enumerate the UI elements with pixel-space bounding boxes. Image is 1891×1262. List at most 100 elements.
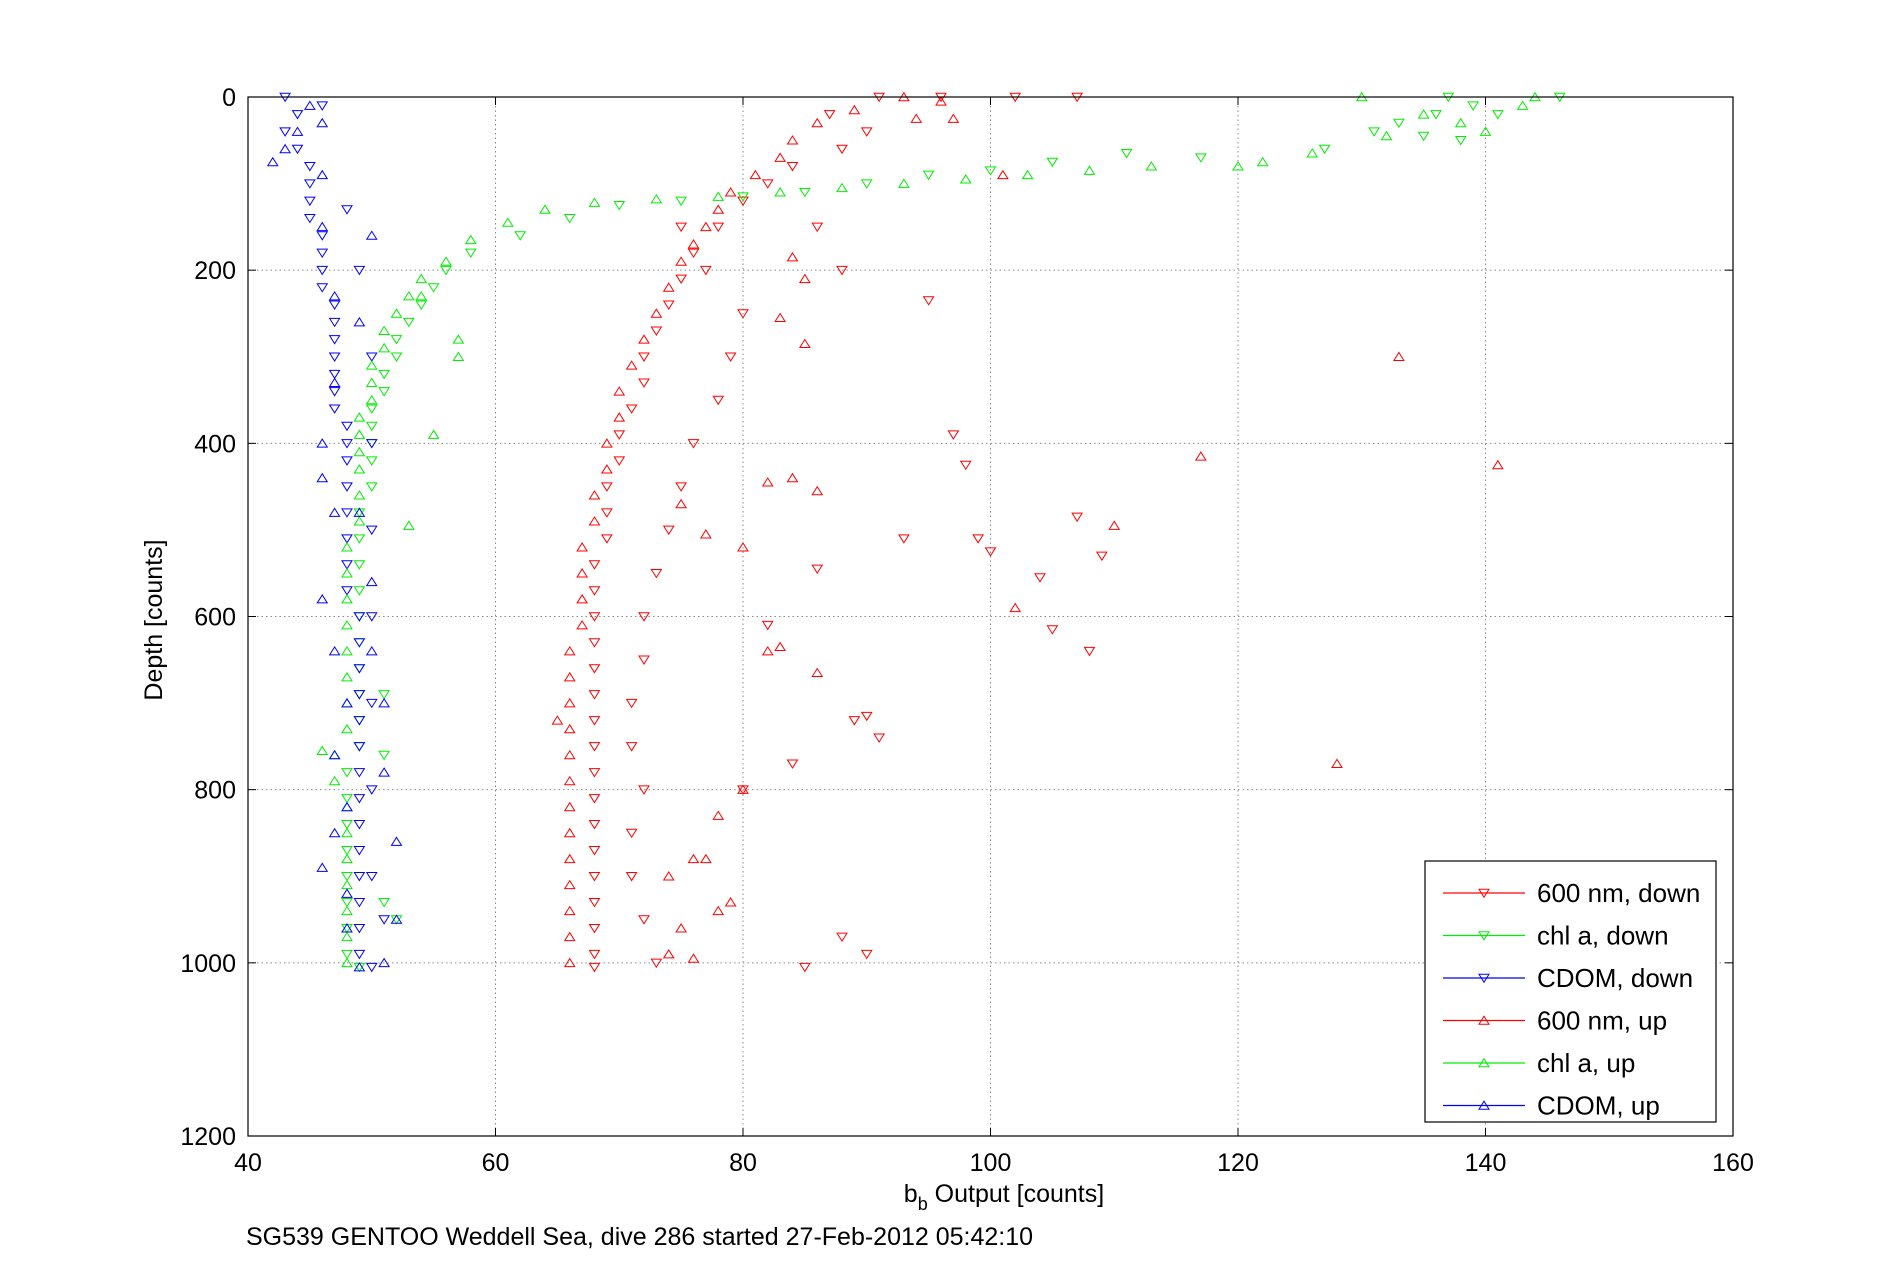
data-point bbox=[811, 667, 824, 678]
data-point bbox=[316, 101, 329, 111]
data-point bbox=[563, 879, 576, 890]
data-point bbox=[1479, 126, 1492, 136]
data-point bbox=[600, 482, 613, 492]
data-point bbox=[353, 716, 366, 726]
data-point bbox=[1430, 110, 1442, 120]
data-point bbox=[341, 820, 353, 830]
x-tick-label: 120 bbox=[1217, 1149, 1259, 1177]
data-point bbox=[588, 872, 601, 882]
data-point bbox=[662, 282, 675, 292]
data-point bbox=[378, 957, 391, 968]
data-point bbox=[737, 542, 749, 552]
data-point bbox=[1392, 118, 1405, 129]
data-point bbox=[341, 723, 353, 734]
data-points bbox=[266, 91, 1566, 973]
data-point bbox=[873, 733, 886, 743]
data-point bbox=[316, 248, 329, 259]
data-point bbox=[588, 664, 601, 674]
data-point bbox=[786, 162, 799, 172]
data-point bbox=[563, 723, 576, 734]
y-axis-label: Depth [counts] bbox=[140, 539, 168, 700]
data-point bbox=[860, 711, 873, 722]
data-point bbox=[638, 378, 650, 388]
data-point bbox=[353, 923, 366, 934]
data-point bbox=[291, 110, 304, 120]
data-point bbox=[353, 961, 366, 972]
data-point bbox=[860, 179, 873, 189]
data-point bbox=[328, 775, 341, 786]
data-point bbox=[1071, 512, 1084, 523]
data-point bbox=[563, 853, 576, 864]
data-point bbox=[613, 412, 626, 422]
data-point bbox=[341, 827, 353, 838]
data-point bbox=[353, 794, 366, 804]
data-point bbox=[341, 923, 353, 933]
data-point bbox=[353, 612, 366, 622]
data-point bbox=[687, 953, 700, 963]
x-tick-label: 80 bbox=[729, 1149, 757, 1177]
data-point bbox=[588, 923, 601, 934]
data-point bbox=[613, 200, 626, 211]
data-point bbox=[316, 593, 329, 604]
data-point bbox=[576, 568, 589, 578]
data-point bbox=[341, 534, 353, 544]
data-point bbox=[353, 664, 366, 674]
data-point bbox=[600, 464, 613, 474]
data-point bbox=[563, 801, 576, 812]
data-point bbox=[935, 96, 947, 106]
data-point bbox=[1331, 758, 1343, 768]
data-point bbox=[291, 126, 304, 136]
data-point bbox=[303, 162, 316, 172]
data-point bbox=[316, 472, 329, 483]
data-point bbox=[464, 234, 477, 245]
data-point bbox=[341, 697, 353, 708]
data-point bbox=[798, 338, 811, 349]
data-point bbox=[328, 377, 341, 387]
x-tick-label: 140 bbox=[1465, 1149, 1507, 1177]
data-point bbox=[365, 962, 378, 973]
data-point bbox=[341, 205, 353, 215]
data-point bbox=[1516, 100, 1529, 110]
data-point bbox=[662, 871, 675, 881]
data-point bbox=[378, 915, 391, 925]
data-point bbox=[848, 104, 861, 115]
data-point bbox=[341, 619, 353, 630]
data-point bbox=[699, 221, 712, 232]
data-point bbox=[316, 231, 329, 241]
data-point bbox=[675, 498, 688, 509]
data-point bbox=[1318, 144, 1331, 155]
data-point bbox=[836, 144, 848, 155]
series-5 bbox=[266, 100, 403, 972]
data-point bbox=[341, 794, 353, 804]
data-point bbox=[588, 490, 601, 500]
data-point bbox=[316, 438, 329, 448]
data-point bbox=[1108, 520, 1121, 530]
data-point bbox=[588, 197, 601, 207]
y-tick-label: 1000 bbox=[180, 950, 236, 978]
data-point bbox=[341, 508, 353, 518]
legend-marker bbox=[1478, 888, 1490, 899]
data-point bbox=[811, 564, 824, 575]
data-point bbox=[291, 144, 304, 155]
data-point bbox=[563, 671, 576, 682]
data-point bbox=[836, 932, 848, 943]
legend-label: CDOM, up bbox=[1537, 1091, 1660, 1121]
data-point bbox=[353, 412, 366, 422]
data-point bbox=[452, 334, 465, 344]
data-point bbox=[341, 872, 353, 882]
data-point bbox=[774, 152, 787, 162]
data-point bbox=[588, 638, 601, 648]
data-point bbox=[737, 192, 749, 202]
data-point bbox=[786, 759, 799, 769]
data-point bbox=[823, 110, 836, 120]
data-point bbox=[341, 768, 353, 778]
data-point bbox=[365, 576, 378, 587]
data-point bbox=[687, 439, 700, 449]
data-point bbox=[328, 827, 341, 838]
data-point bbox=[353, 534, 366, 544]
data-point bbox=[638, 352, 650, 362]
data-point bbox=[774, 641, 787, 652]
data-point bbox=[316, 169, 329, 180]
data-point bbox=[316, 265, 329, 276]
data-point bbox=[786, 251, 799, 262]
